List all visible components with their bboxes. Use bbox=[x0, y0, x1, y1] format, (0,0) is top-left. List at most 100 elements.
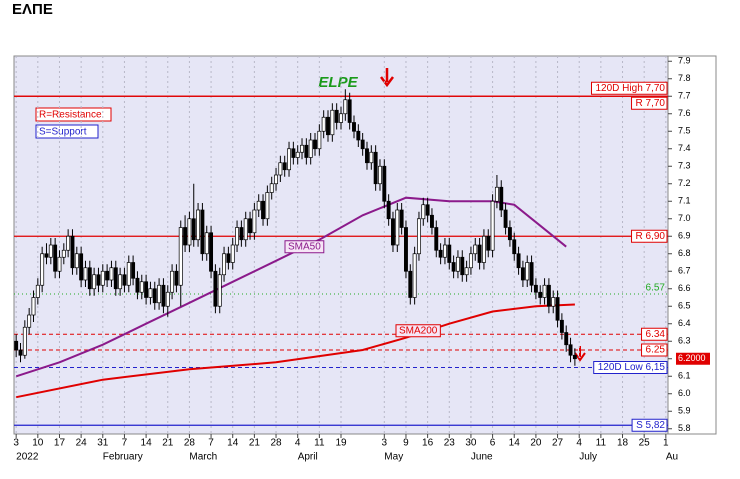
y-tick-label: 5.9 bbox=[678, 406, 691, 416]
x-tick-label: 7 bbox=[208, 438, 214, 449]
level-label: 6.34 bbox=[646, 329, 666, 340]
level-label: 120D High 7,70 bbox=[596, 83, 666, 94]
x-tick-label: 28 bbox=[270, 438, 282, 449]
candle-body bbox=[434, 227, 439, 251]
candle-body bbox=[347, 99, 352, 123]
candle-body bbox=[256, 200, 261, 211]
x-tick-label: 19 bbox=[335, 438, 347, 449]
month-label: 2022 bbox=[16, 452, 39, 463]
candle-body bbox=[369, 151, 374, 164]
candle-body bbox=[217, 274, 222, 307]
candle-body bbox=[568, 344, 573, 356]
arrow bbox=[380, 68, 394, 88]
candle-body bbox=[239, 227, 244, 241]
candle-body bbox=[61, 249, 66, 258]
x-tick-label: 30 bbox=[465, 438, 477, 449]
y-axis-panel bbox=[667, 55, 717, 435]
candle-body bbox=[542, 284, 547, 298]
candle-body bbox=[447, 244, 452, 263]
x-tick-label: 18 bbox=[617, 438, 629, 449]
candle-body bbox=[339, 113, 343, 123]
candle-body bbox=[213, 270, 218, 307]
x-tick-label: 16 bbox=[422, 438, 434, 449]
candle-body bbox=[555, 297, 560, 321]
candle-body bbox=[235, 227, 240, 246]
candle-body bbox=[525, 262, 530, 281]
x-tick-label: 25 bbox=[639, 438, 651, 449]
candle-body bbox=[187, 218, 192, 246]
candle-body bbox=[230, 244, 235, 263]
candle-body bbox=[421, 204, 426, 220]
candle-body bbox=[503, 209, 508, 228]
candle-body bbox=[404, 227, 408, 272]
candle-body bbox=[477, 244, 482, 263]
candle-body bbox=[412, 253, 417, 298]
candle-body bbox=[118, 274, 123, 290]
candle-body bbox=[27, 314, 32, 328]
month-label: April bbox=[298, 452, 318, 463]
month-label: July bbox=[579, 452, 597, 463]
candle-body bbox=[321, 116, 326, 132]
candle-body bbox=[35, 284, 40, 298]
sma-line bbox=[15, 196, 567, 378]
candle-body bbox=[559, 319, 564, 333]
candle-body bbox=[516, 253, 521, 269]
candle-body bbox=[438, 249, 443, 258]
candle-body bbox=[326, 116, 330, 136]
candle-body bbox=[148, 288, 153, 298]
candle-body bbox=[494, 186, 499, 202]
x-tick-label: 14 bbox=[227, 438, 239, 449]
candle-body bbox=[490, 200, 495, 251]
x-tick-label: 14 bbox=[141, 438, 153, 449]
month-label: February bbox=[103, 452, 143, 463]
x-tick-label: 24 bbox=[76, 438, 88, 449]
candle-body bbox=[14, 340, 19, 351]
sma-label-box bbox=[395, 324, 441, 338]
candle-body bbox=[365, 148, 369, 164]
last-price-label: 6.2000 bbox=[678, 353, 706, 363]
candle-body bbox=[48, 244, 53, 258]
y-tick-label: 6.8 bbox=[678, 248, 691, 258]
candle-body bbox=[391, 218, 395, 246]
month-label: Au bbox=[666, 452, 678, 463]
candle-body bbox=[330, 109, 335, 136]
y-tick-label: 6.1 bbox=[678, 371, 691, 381]
candle-body bbox=[499, 186, 504, 211]
candle-body bbox=[200, 209, 205, 255]
candle-body bbox=[113, 267, 118, 290]
candle-body bbox=[382, 165, 387, 202]
candle-body bbox=[533, 284, 538, 293]
sma-label-box bbox=[284, 240, 325, 254]
candle-body bbox=[378, 165, 382, 185]
candle-body bbox=[174, 270, 179, 286]
candle-body bbox=[196, 209, 201, 241]
chart-title: ΕΛΠΕ bbox=[12, 1, 53, 18]
candle-body bbox=[139, 281, 144, 293]
candle-body bbox=[373, 151, 378, 185]
candle-body bbox=[144, 281, 149, 298]
candle-body bbox=[170, 270, 175, 293]
candle-body bbox=[417, 218, 421, 255]
level-label-box bbox=[631, 96, 668, 110]
x-tick-label: 14 bbox=[509, 438, 521, 449]
candle-body bbox=[226, 253, 231, 263]
candle-body bbox=[83, 267, 88, 281]
level-label-box bbox=[631, 229, 668, 243]
x-tick-label: 6 bbox=[490, 438, 496, 449]
candle-body bbox=[96, 274, 101, 286]
x-tick-label: 31 bbox=[97, 438, 109, 449]
candle-body bbox=[317, 130, 322, 150]
x-tick-label: 11 bbox=[596, 438, 607, 449]
candle-body bbox=[53, 244, 58, 272]
y-tick-label: 7.6 bbox=[678, 108, 691, 118]
candle-body bbox=[31, 297, 36, 316]
level-label: R 7,70 bbox=[636, 98, 666, 109]
candle-body bbox=[473, 244, 478, 255]
candle-body bbox=[87, 267, 92, 290]
x-tick-label: 20 bbox=[530, 438, 542, 449]
candle-body bbox=[313, 139, 317, 150]
candle-body bbox=[572, 354, 577, 360]
candle-body bbox=[442, 244, 447, 258]
x-tick-label: 3 bbox=[382, 438, 388, 449]
sma-label: SMA200 bbox=[399, 325, 438, 336]
